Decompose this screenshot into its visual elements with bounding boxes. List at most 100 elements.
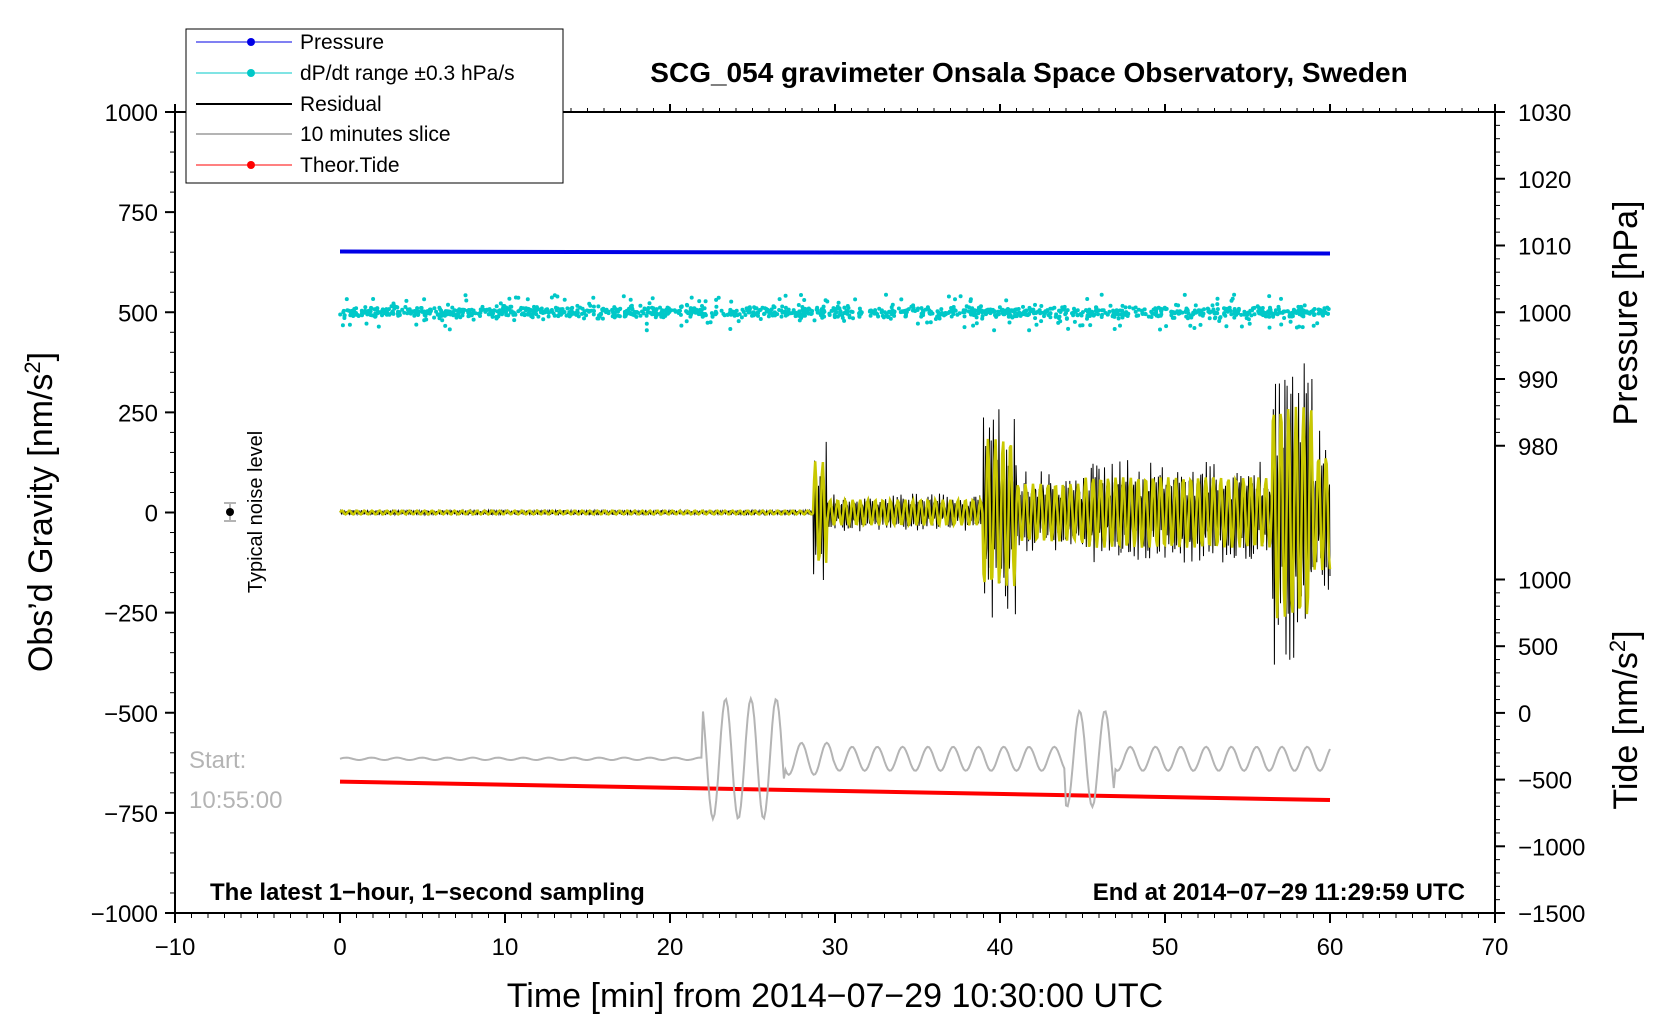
dpdt-point: [1110, 314, 1115, 319]
dpdt-point: [644, 321, 649, 326]
tide-line: [339, 779, 1331, 803]
dpdt-point: [494, 304, 499, 309]
dpdt-point: [473, 311, 478, 316]
dpdt-point: [751, 313, 756, 318]
dpdt-point: [958, 294, 963, 299]
dpdt-point: [1140, 311, 1145, 316]
dpdt-point: [1131, 306, 1136, 311]
y-axis-pressure-title: Pressure [hPa]: [1607, 201, 1645, 426]
dpdt-point: [1215, 307, 1220, 312]
dpdt-point: [996, 312, 1001, 317]
dpdt-point: [946, 294, 951, 299]
dpdt-point: [713, 312, 718, 317]
dpdt-point: [799, 316, 804, 320]
dpdt-point: [1065, 308, 1070, 313]
dpdt-point: [591, 312, 596, 317]
dpdt-point: [1252, 312, 1257, 317]
dpdt-point: [1000, 307, 1005, 312]
dpdt-point: [650, 296, 655, 301]
dpdt-point: [530, 312, 535, 316]
legend-dpdt-label: dP/dt range ±0.3 hPa/s: [300, 62, 515, 85]
dpdt-point: [549, 295, 554, 300]
dpdt-point: [1311, 323, 1316, 328]
dpdt-point: [703, 299, 708, 304]
dpdt-point: [519, 305, 524, 310]
dpdt-point: [1101, 308, 1106, 313]
pressure-line: [339, 249, 1331, 256]
dpdt-point: [1215, 296, 1220, 301]
dpdt-point: [722, 313, 727, 318]
dpdt-point: [1217, 319, 1222, 323]
dpdt-point: [889, 305, 894, 310]
dpdt-point: [679, 323, 684, 328]
dpdt-point: [1276, 304, 1281, 309]
dpdt-point: [1196, 308, 1201, 313]
dpdt-point: [799, 293, 803, 297]
y-tide-tick-label: 500: [1518, 634, 1558, 661]
dpdt-point: [1279, 322, 1284, 327]
dpdt-point: [1175, 309, 1180, 314]
dpdt-point: [1062, 306, 1067, 311]
dpdt-point: [1142, 307, 1147, 312]
dpdt-point: [901, 309, 906, 314]
dpdt-point: [471, 317, 476, 322]
dpdt-point: [927, 308, 932, 313]
dpdt-point: [1158, 313, 1163, 318]
dpdt-point: [1169, 309, 1174, 314]
dpdt-point: [513, 312, 517, 316]
dpdt-point: [1188, 313, 1193, 318]
dpdt-point: [360, 313, 364, 318]
dpdt-point: [1267, 294, 1272, 299]
dpdt-point: [1222, 311, 1227, 316]
dpdt-point: [644, 313, 649, 318]
dpdt-point: [414, 322, 419, 327]
dpdt-point: [636, 310, 641, 315]
dpdt-point: [606, 309, 611, 314]
dpdt-point: [1021, 304, 1025, 309]
dpdt-point: [679, 305, 684, 309]
dpdt-point: [387, 307, 391, 312]
dpdt-point: [973, 313, 978, 317]
dpdt-point: [1156, 305, 1161, 310]
dpdt-point: [546, 314, 551, 319]
dpdt-point: [698, 310, 703, 315]
dpdt-point: [921, 310, 926, 315]
dpdt-point: [534, 308, 539, 313]
dpdt-point: [851, 316, 855, 321]
dpdt-point: [765, 307, 770, 312]
dpdt-point: [369, 305, 373, 310]
end-time-note: End at 2014−07−29 11:29:59 UTC: [1093, 879, 1465, 906]
dpdt-point: [549, 308, 554, 312]
y-left-tick-label: 750: [118, 200, 158, 227]
dpdt-point: [904, 310, 909, 314]
dpdt-point: [809, 312, 814, 316]
dpdt-point: [1057, 314, 1062, 319]
dpdt-point: [758, 317, 763, 321]
dpdt-point: [693, 309, 698, 314]
legend-pressure-label: Pressure: [300, 31, 384, 54]
dpdt-point: [974, 321, 979, 326]
dpdt-point: [1169, 313, 1174, 318]
dpdt-point: [396, 309, 400, 314]
dpdt-point: [747, 309, 752, 314]
dpdt-point: [422, 297, 427, 302]
dpdt-point: [673, 309, 678, 314]
dpdt-point: [446, 302, 450, 307]
dpdt-point: [582, 309, 587, 314]
dpdt-point: [638, 303, 643, 308]
dpdt-point: [953, 297, 957, 302]
dpdt-point: [596, 304, 601, 309]
dpdt-point: [414, 309, 419, 314]
dpdt-point: [953, 308, 958, 313]
dpdt-point: [363, 305, 368, 310]
dpdt-point: [737, 312, 742, 317]
dpdt-point: [1210, 303, 1215, 308]
dpdt-point: [1058, 319, 1063, 324]
y-left-tick-label: −500: [104, 701, 158, 728]
dpdt-point: [404, 298, 409, 303]
y-tide-tick-label: −500: [1518, 768, 1572, 795]
legend-tide-marker: [247, 161, 255, 169]
dpdt-point: [678, 312, 683, 317]
dpdt-point: [982, 310, 987, 314]
dpdt-point: [628, 311, 633, 315]
